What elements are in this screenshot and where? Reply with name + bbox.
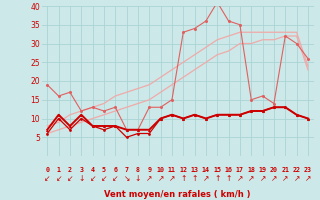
Text: ↗: ↗ [248,174,254,183]
Text: ↘: ↘ [124,174,130,183]
Text: ↙: ↙ [67,174,73,183]
Text: ↑: ↑ [180,174,187,183]
Text: ↗: ↗ [305,174,311,183]
Text: ↗: ↗ [203,174,209,183]
Text: ↑: ↑ [214,174,220,183]
Text: ↗: ↗ [282,174,288,183]
Text: ↗: ↗ [169,174,175,183]
Text: ↙: ↙ [44,174,51,183]
X-axis label: Vent moyen/en rafales ( km/h ): Vent moyen/en rafales ( km/h ) [104,190,251,199]
Text: ↑: ↑ [225,174,232,183]
Text: ↓: ↓ [78,174,84,183]
Text: ↗: ↗ [146,174,152,183]
Text: ↓: ↓ [135,174,141,183]
Text: ↗: ↗ [260,174,266,183]
Text: ↙: ↙ [55,174,62,183]
Text: ↙: ↙ [101,174,107,183]
Text: ↙: ↙ [112,174,118,183]
Text: ↗: ↗ [293,174,300,183]
Text: ↗: ↗ [271,174,277,183]
Text: ↑: ↑ [191,174,198,183]
Text: ↗: ↗ [157,174,164,183]
Text: ↗: ↗ [237,174,243,183]
Text: ↙: ↙ [89,174,96,183]
